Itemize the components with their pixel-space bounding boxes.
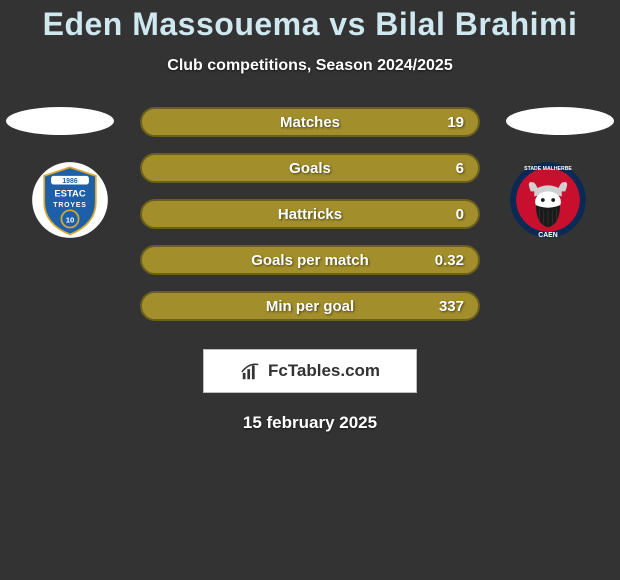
stat-value: 0.32 (435, 252, 464, 269)
caen-logo-icon: STADE MALHERBE CAEN (498, 157, 598, 243)
svg-text:STADE MALHERBE: STADE MALHERBE (524, 166, 572, 172)
stat-bar: Hattricks 0 (140, 199, 480, 229)
brand-text: FcTables.com (268, 361, 380, 381)
oval-decor-left (6, 107, 114, 135)
bar-chart-icon (240, 360, 262, 382)
subtitle: Club competitions, Season 2024/2025 (0, 57, 620, 75)
stat-label: Min per goal (266, 298, 354, 315)
stat-label: Matches (280, 114, 340, 131)
badge-left-text1: ESTAC (54, 189, 86, 200)
team-badge-right: STADE MALHERBE CAEN (498, 157, 598, 243)
stat-bar: Goals per match 0.32 (140, 245, 480, 275)
infographic-root: Eden Massouema vs Bilal Brahimi Club com… (0, 0, 620, 433)
stat-label: Goals per match (251, 252, 369, 269)
stat-bar: Goals 6 (140, 153, 480, 183)
estac-troyes-logo-icon: 1986 ESTAC TROYES 10 (20, 157, 120, 243)
stat-value: 0 (456, 206, 464, 223)
badge-left-text2: TROYES (53, 202, 86, 209)
stat-value: 6 (456, 160, 464, 177)
badge-left-year: 1986 (62, 178, 77, 185)
team-badge-left: 1986 ESTAC TROYES 10 (20, 157, 120, 243)
brand-box: FcTables.com (203, 349, 417, 393)
stat-bar: Matches 19 (140, 107, 480, 137)
stat-bar: Min per goal 337 (140, 291, 480, 321)
main-content: 1986 ESTAC TROYES 10 STADE MALHERBE (0, 107, 620, 433)
stat-label: Goals (289, 160, 331, 177)
oval-decor-right (506, 107, 614, 135)
stat-label: Hattricks (278, 206, 342, 223)
date-text: 15 february 2025 (0, 413, 620, 433)
page-title: Eden Massouema vs Bilal Brahimi (0, 0, 620, 43)
stat-value: 337 (439, 298, 464, 315)
badge-left-num: 10 (66, 215, 75, 224)
badge-right-text: CAEN (538, 232, 558, 239)
stat-value: 19 (447, 114, 464, 131)
